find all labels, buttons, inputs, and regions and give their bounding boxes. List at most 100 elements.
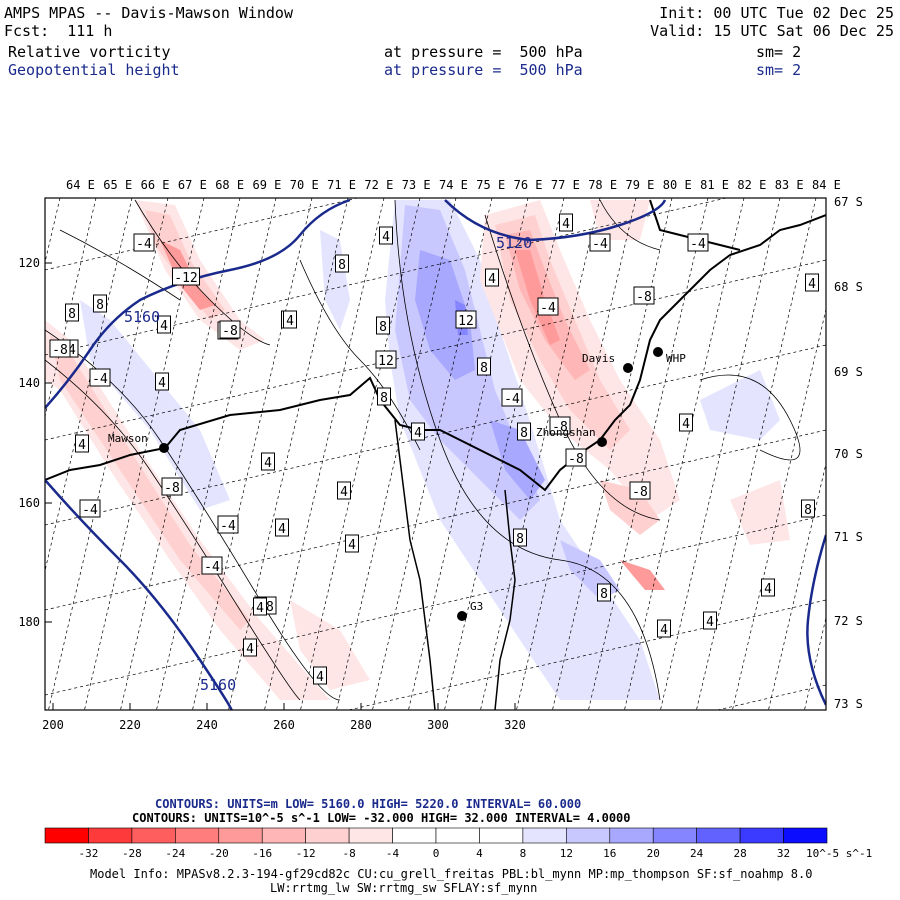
longitude-labels: 64 E 65 E 66 E 67 E 68 E 69 E 70 E 71 E 72 E 73 E… — [66, 178, 841, 192]
vorticity-label: 8 — [68, 307, 76, 322]
color-scale-swatch — [522, 827, 567, 844]
color-scale-label: 12 — [560, 847, 573, 860]
vorticity-label-box — [513, 528, 527, 547]
vorticity-label-box — [801, 499, 815, 518]
longitude-label: 73 E — [402, 178, 431, 192]
coastline — [45, 199, 826, 492]
color-scale-label: 0 — [433, 847, 440, 860]
station-label: Mawson — [108, 432, 148, 445]
vorticity-label-box — [379, 226, 393, 245]
latitude-label: 73 S — [834, 697, 863, 711]
color-scale-units: 10^-5 s^-1 — [806, 847, 872, 860]
vorticity-label-box — [157, 315, 171, 334]
vorticity-label: 4 — [562, 217, 570, 232]
color-scale-swatch — [44, 827, 89, 844]
station-marker — [159, 443, 169, 453]
latitude-label: 68 S — [834, 280, 863, 294]
vorticity-label: -8 — [568, 452, 584, 467]
color-scale-label: 4 — [476, 847, 483, 860]
vorticity-label: 8 — [480, 361, 488, 376]
x-tick-label: 220 — [119, 718, 141, 732]
field2-level: at pressure = 500 hPa — [384, 61, 583, 79]
vorticity-label: -8 — [636, 290, 652, 305]
color-scale-label: 32 — [777, 847, 790, 860]
latitude-label: 70 S — [834, 447, 863, 461]
vorticity-label-box — [172, 267, 200, 286]
x-tick-label: 280 — [350, 718, 372, 732]
legend-vorticity-line: CONTOURS: UNITS=10^-5 s^-1 LOW= -32.000 … — [132, 811, 631, 825]
plot-frame — [44, 197, 827, 711]
latitude-label: 72 S — [834, 614, 863, 628]
vorticity-label: -4 — [592, 237, 608, 252]
vorticity-label: -8 — [552, 420, 568, 435]
vorticity-label-box — [633, 286, 655, 305]
vorticity-label: 4 — [488, 272, 496, 287]
color-scale-label: 20 — [647, 847, 660, 860]
y-tick-label: 180 — [18, 615, 40, 629]
vorticity-label-box — [217, 515, 239, 534]
vorticity-label-box — [589, 233, 611, 252]
color-scale-swatch — [696, 827, 741, 844]
longitude-label: 65 E — [103, 178, 132, 192]
color-scale-swatch — [175, 827, 220, 844]
vorticity-label-box — [93, 294, 107, 313]
vorticity-label-box — [253, 597, 267, 616]
longitude-label: 68 E — [215, 178, 244, 192]
longitude-label: 66 E — [141, 178, 170, 192]
border-lines — [394, 419, 516, 710]
vorticity-label-box — [549, 416, 571, 435]
color-scale-label: -12 — [296, 847, 316, 860]
color-scale-label: -32 — [79, 847, 99, 860]
height-contour-label: 5160 — [124, 308, 160, 326]
vorticity-label-box — [313, 666, 327, 685]
vorticity-label-box — [517, 422, 531, 441]
color-scale-label: 16 — [603, 847, 616, 860]
vorticity-label: -8 — [222, 324, 238, 339]
y-axis-ticks: 120 140 160 180 — [18, 256, 52, 629]
longitude-label: 81 E — [700, 178, 729, 192]
vorticity-label: -4 — [220, 519, 236, 534]
vorticity-label: 8 — [380, 391, 388, 406]
x-tick-label: 200 — [42, 718, 64, 732]
color-scale-label: -8 — [342, 847, 355, 860]
field1-name: Relative vorticity — [8, 43, 171, 61]
vorticity-label: 4 — [286, 314, 294, 329]
vorticity-label: -4 — [92, 372, 108, 387]
latitude-label: 69 S — [834, 365, 863, 379]
vorticity-label: 4 — [660, 623, 668, 638]
map-title: AMPS MPAS -- Davis-Mawson Window — [4, 4, 293, 22]
forecast-value: 111 h — [67, 22, 113, 40]
x-tick-label: 260 — [273, 718, 295, 732]
longitude-label: 72 E — [364, 178, 393, 192]
height-contour-label: 5160 — [200, 676, 236, 694]
field2-smoothing: sm= 2 — [756, 61, 802, 79]
longitude-label: 79 E — [626, 178, 655, 192]
y-tick-label: 160 — [18, 496, 40, 510]
longitude-label: 76 E — [514, 178, 543, 192]
vorticity-label-box — [455, 310, 477, 329]
vorticity-label: 8 — [338, 258, 346, 273]
forecast-label: Fcst: — [4, 22, 50, 40]
vorticity-label: 4 — [160, 319, 168, 334]
vorticity-label-box — [477, 357, 491, 376]
color-scale-swatch — [261, 827, 306, 844]
vorticity-label: 4 — [278, 522, 286, 537]
latitude-label: 67 S — [834, 195, 863, 209]
station-label: WHP — [666, 352, 686, 365]
vorticity-label: -4 — [136, 237, 152, 252]
longitude-label: 84 E — [812, 178, 841, 192]
vorticity-label-box — [761, 578, 775, 597]
station-markers: Mawson Davis WHP Zhongshan G3 — [108, 347, 686, 621]
x-tick-label: 300 — [427, 718, 449, 732]
vorticity-label: -4 — [540, 301, 556, 316]
vorticity-label: 4 — [256, 601, 264, 616]
vorticity-label: 8 — [520, 426, 528, 441]
vorticity-label-box — [75, 434, 89, 453]
vorticity-label: 4 — [682, 417, 690, 432]
vorticity-label-box — [155, 372, 169, 391]
longitude-label: 80 E — [663, 178, 692, 192]
vorticity-labels: -4 -12 -8 -8 -4 -4 -8 -4 -8 -4 -4 -8 8 8 8 4 4 4 8 12 12 8 8 4 4… — [49, 213, 819, 685]
color-scale-label: -28 — [122, 847, 142, 860]
vorticity-label-box — [411, 422, 425, 441]
